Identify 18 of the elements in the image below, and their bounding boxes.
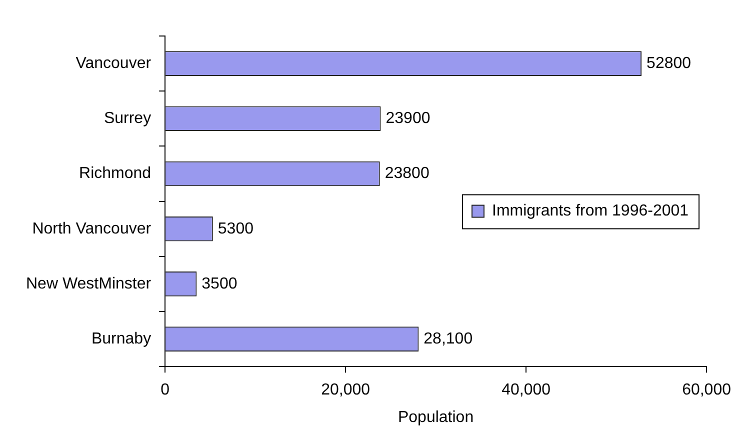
x-tick-label: 20,000 <box>321 382 370 399</box>
y-tick-label: North Vancouver <box>32 220 152 238</box>
x-tick-label: 0 <box>160 382 170 399</box>
data-label: 28,100 <box>424 330 473 348</box>
x-tick-label: 40,000 <box>502 382 551 399</box>
y-tick-label: Surrey <box>104 110 152 128</box>
data-label: 23900 <box>386 110 430 128</box>
y-tick-label: Richmond <box>79 165 152 182</box>
y-tick-label: New WestMinster <box>26 275 152 292</box>
y-tick-label: Burnaby <box>91 330 152 348</box>
data-label: 5300 <box>218 220 254 238</box>
x-tick-label: 60,000 <box>682 382 732 399</box>
y-tick-label: Vancouver <box>76 54 152 72</box>
data-label: 23800 <box>384 165 430 182</box>
data-label: 3500 <box>202 275 238 292</box>
data-label: 52800 <box>646 54 692 72</box>
legend-label: Immigrants from 1996-2001 <box>492 202 689 220</box>
x-axis-title: Population <box>398 408 474 426</box>
